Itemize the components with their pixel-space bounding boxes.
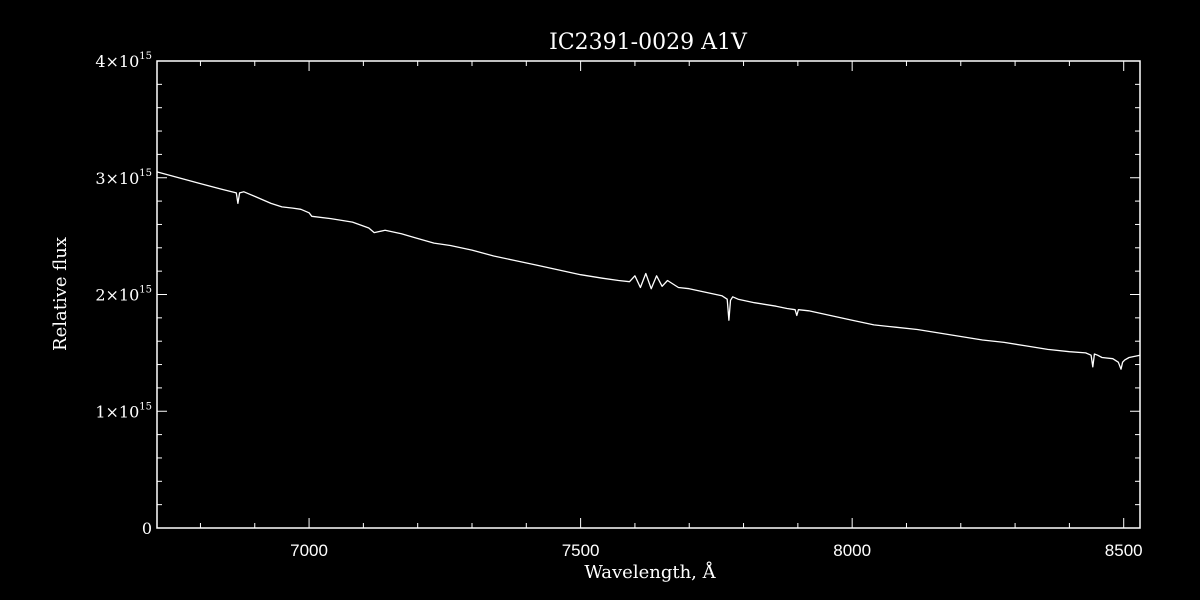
axis-ticks <box>157 60 1140 529</box>
x-tick-labels: 7000 7500 8000 8500 <box>290 541 1142 560</box>
x-tick-label: 7000 <box>290 541 328 560</box>
y-axis-label: Relative flux <box>50 237 71 351</box>
x-axis-label: Wavelength, Å <box>584 561 716 583</box>
y-tick-label: 4×1015 <box>95 51 152 71</box>
y-tick-label: 2×1015 <box>95 285 152 305</box>
x-tick-label: 8500 <box>1105 541 1143 560</box>
plot-frame <box>156 60 1141 529</box>
y-tick-labels: 0 1×1015 2×1015 3×1015 4×1015 <box>95 51 152 538</box>
spectrum-line <box>156 171 1141 370</box>
x-tick-label: 7500 <box>562 541 600 560</box>
y-tick-label: 1×1015 <box>95 401 152 421</box>
chart-title: IC2391-0029 A1V <box>549 30 748 55</box>
y-tick-label: 0 <box>142 519 152 538</box>
y-tick-label: 3×1015 <box>95 168 152 188</box>
x-tick-label: 8000 <box>833 541 871 560</box>
series-group <box>156 171 1141 370</box>
